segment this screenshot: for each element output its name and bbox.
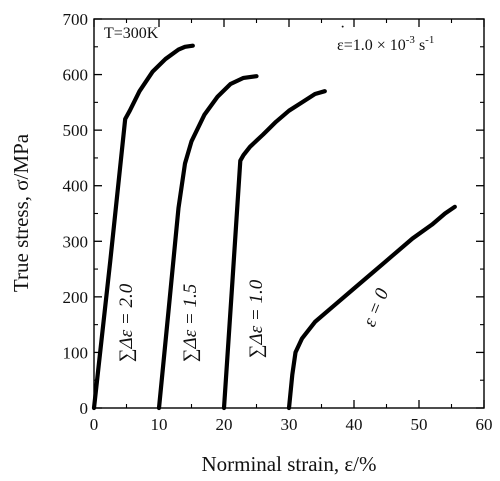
strain-rate-unit: s bbox=[415, 37, 425, 54]
y-tick-label: 400 bbox=[63, 177, 89, 196]
strain-rate-unit-exponent: -1 bbox=[425, 34, 434, 46]
y-tick-label: 500 bbox=[63, 121, 89, 140]
y-tick-label: 100 bbox=[63, 343, 89, 362]
strain-rate-dot: · bbox=[340, 19, 345, 36]
data-curves bbox=[91, 43, 457, 411]
y-tick-label: 700 bbox=[63, 10, 89, 29]
strain-rate-annotation: · ε=1.0 × 10-3 s-1 bbox=[337, 19, 434, 54]
y-tick-label: 300 bbox=[63, 232, 89, 251]
x-tick-label: 60 bbox=[476, 415, 493, 434]
strain-rate-exponent: -3 bbox=[406, 34, 416, 46]
series-label-sum-2-0: ∑Δε = 2.0 bbox=[116, 283, 137, 362]
x-tick-label: 20 bbox=[216, 415, 233, 434]
series-line-2 bbox=[221, 89, 327, 411]
x-tick-label: 0 bbox=[90, 415, 99, 434]
svg-text:ε=1.0 × 10-3 s-1: ε=1.0 × 10-3 s-1 bbox=[337, 34, 434, 54]
y-tick-label: 600 bbox=[63, 66, 89, 85]
strain-rate-text: ε=1.0 × 10 bbox=[337, 37, 406, 54]
series-line-1 bbox=[156, 74, 259, 411]
x-axis-label: Norminal strain, ε/% bbox=[201, 452, 376, 476]
x-tick-label: 40 bbox=[346, 415, 363, 434]
x-tick-label: 50 bbox=[411, 415, 428, 434]
series-line-0 bbox=[91, 43, 195, 411]
y-tick-label: 0 bbox=[80, 399, 89, 418]
x-tick-label: 10 bbox=[151, 415, 168, 434]
series-label-sum-1-0: ∑Δε = 1.0 bbox=[246, 279, 267, 358]
series-label-eps-0: ε = 0 bbox=[359, 285, 393, 330]
y-axis-label: True stress, σ/MPa bbox=[9, 133, 33, 292]
series-line-3 bbox=[286, 204, 457, 411]
x-tick-label: 30 bbox=[281, 415, 298, 434]
y-tick-label: 200 bbox=[63, 288, 89, 307]
plot-frame bbox=[93, 18, 485, 409]
temperature-annotation: T=300K bbox=[104, 25, 159, 42]
series-label-sum-1-5: ∑Δε = 1.5 bbox=[180, 284, 201, 362]
